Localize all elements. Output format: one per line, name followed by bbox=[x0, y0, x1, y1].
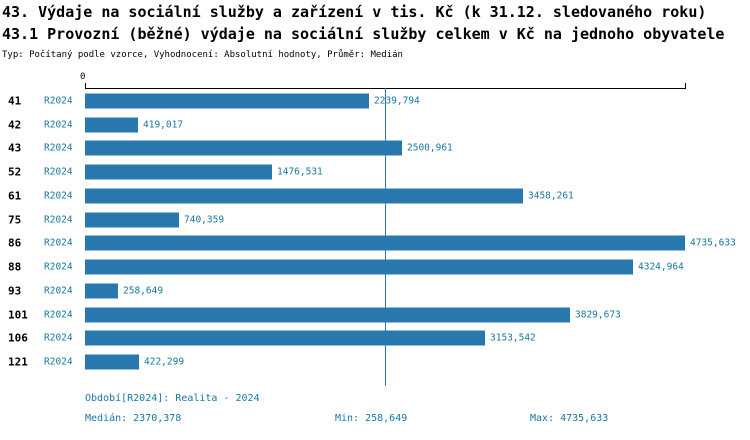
bar-value-label: 2500,961 bbox=[407, 142, 453, 154]
chart-row: 106 R2024 3153,542 bbox=[0, 327, 750, 351]
bar-value-label: 258,649 bbox=[123, 285, 164, 297]
bar[interactable] bbox=[85, 354, 139, 370]
chart-row: 86 R2024 4735,633 bbox=[0, 232, 750, 256]
period-label: Období[R2024]: Realita - 2024 bbox=[85, 393, 260, 404]
median-line bbox=[385, 88, 386, 386]
series-label: R2024 bbox=[44, 309, 73, 321]
category-label: 75 bbox=[8, 213, 22, 227]
series-label: R2024 bbox=[44, 214, 73, 226]
x-axis-tick-right bbox=[685, 83, 686, 88]
report-title-line2: 43.1 Provozní (běžné) výdaje na sociální… bbox=[2, 25, 725, 43]
category-label: 101 bbox=[8, 308, 28, 322]
category-label: 106 bbox=[8, 331, 28, 345]
bar[interactable] bbox=[85, 117, 138, 133]
report-subtitle: Typ: Počítaný podle vzorce, Vyhodnocení:… bbox=[2, 50, 403, 60]
bar-value-label: 740,359 bbox=[184, 214, 225, 226]
category-label: 61 bbox=[8, 189, 22, 203]
bar-value-label: 419,017 bbox=[143, 119, 184, 131]
bar-value-label: 3153,542 bbox=[490, 332, 536, 344]
bar[interactable] bbox=[85, 330, 485, 346]
chart-row: 101 R2024 3829,673 bbox=[0, 303, 750, 327]
series-label: R2024 bbox=[44, 95, 73, 107]
chart-row: 121 R2024 422,299 bbox=[0, 350, 750, 374]
category-label: 41 bbox=[8, 94, 22, 108]
series-label: R2024 bbox=[44, 166, 73, 178]
bar-value-label: 4324,964 bbox=[638, 261, 684, 273]
series-label: R2024 bbox=[44, 261, 73, 273]
bar-value-label: 422,299 bbox=[144, 356, 185, 368]
chart-rows: 41 R2024 2239,794 42 R2024 419,017 43 R2024 2500… bbox=[0, 89, 750, 374]
category-label: 93 bbox=[8, 284, 22, 298]
chart-row: 43 R2024 2500,961 bbox=[0, 137, 750, 161]
bar[interactable] bbox=[85, 283, 118, 299]
category-label: 42 bbox=[8, 118, 22, 132]
max-stat: Max: 4735,633 bbox=[530, 413, 609, 424]
category-label: 121 bbox=[8, 355, 28, 369]
bar[interactable] bbox=[85, 259, 633, 275]
series-label: R2024 bbox=[44, 119, 73, 131]
bar[interactable] bbox=[85, 188, 523, 204]
bar[interactable] bbox=[85, 164, 272, 180]
x-axis-zero-label: 0 bbox=[80, 72, 86, 82]
series-label: R2024 bbox=[44, 142, 73, 154]
series-label: R2024 bbox=[44, 332, 73, 344]
bar-value-label: 2239,794 bbox=[374, 95, 420, 107]
chart-row: 42 R2024 419,017 bbox=[0, 113, 750, 137]
series-label: R2024 bbox=[44, 356, 73, 368]
category-label: 86 bbox=[8, 236, 22, 250]
chart-row: 93 R2024 258,649 bbox=[0, 279, 750, 303]
chart-row: 75 R2024 740,359 bbox=[0, 208, 750, 232]
bar[interactable] bbox=[85, 140, 402, 156]
chart-row: 88 R2024 4324,964 bbox=[0, 255, 750, 279]
bar-value-label: 3458,261 bbox=[528, 190, 574, 202]
bar-value-label: 4735,633 bbox=[690, 237, 736, 249]
median-stat: Medián: 2370,378 bbox=[85, 413, 182, 424]
series-label: R2024 bbox=[44, 190, 73, 202]
series-label: R2024 bbox=[44, 285, 73, 297]
category-label: 52 bbox=[8, 165, 22, 179]
bar[interactable] bbox=[85, 307, 570, 323]
chart-row: 41 R2024 2239,794 bbox=[0, 89, 750, 113]
category-label: 88 bbox=[8, 260, 22, 274]
bar[interactable] bbox=[85, 212, 179, 228]
series-label: R2024 bbox=[44, 237, 73, 249]
report-title-line1: 43. Výdaje na sociální služby a zařízení… bbox=[2, 3, 707, 21]
category-label: 43 bbox=[8, 141, 22, 155]
chart-row: 61 R2024 3458,261 bbox=[0, 184, 750, 208]
bar-value-label: 1476,531 bbox=[277, 166, 323, 178]
bar-value-label: 3829,673 bbox=[575, 309, 621, 321]
bar[interactable] bbox=[85, 93, 369, 109]
chart-row: 52 R2024 1476,531 bbox=[0, 160, 750, 184]
x-axis-tick-left bbox=[85, 83, 86, 88]
min-stat: Min: 258,649 bbox=[335, 413, 408, 424]
